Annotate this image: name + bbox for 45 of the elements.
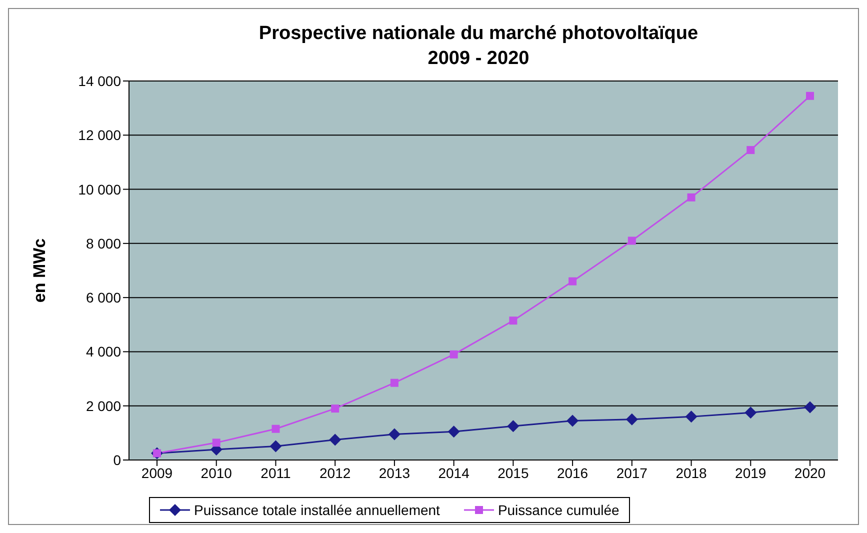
point: [626, 413, 638, 426]
y-tick-label: 12 000: [78, 127, 122, 144]
point: [566, 414, 579, 427]
x-tick-label: 2015: [498, 464, 529, 481]
legend-label: Puissance cumulée: [496, 502, 620, 518]
point: [212, 438, 220, 447]
x-tick-label: 2019: [735, 464, 766, 481]
y-axis-title: en MWc: [30, 238, 50, 303]
y-tick-label: 4 000: [86, 344, 122, 360]
y-tick-label: 2 000: [86, 398, 122, 414]
y-tick-label: 14 000: [78, 72, 122, 89]
point: [746, 146, 755, 154]
point: [329, 434, 342, 446]
legend-label: Puissance totale installée annuellement: [193, 502, 440, 518]
point: [628, 236, 636, 245]
point: [804, 401, 816, 414]
x-tick-label: 2017: [616, 464, 648, 481]
point: [272, 424, 280, 433]
x-tick-label: 2020: [794, 464, 826, 481]
point: [687, 193, 696, 202]
point: [331, 404, 340, 413]
y-tick-label: 0: [113, 452, 122, 468]
point: [806, 92, 814, 100]
y-tick-label: 10 000: [78, 181, 122, 198]
point: [685, 410, 698, 423]
x-tick-label: 2009: [141, 464, 173, 481]
point: [568, 277, 577, 286]
chart-title: Prospective nationale du marché photovoltaïque 2009 - 2020: [258, 22, 700, 71]
y-tick-label: 8 000: [86, 235, 122, 252]
x-tick-label: 2014: [438, 464, 470, 481]
point: [390, 378, 398, 387]
point: [270, 440, 282, 452]
x-tick-label: 2018: [676, 464, 708, 481]
point: [509, 316, 518, 325]
point: [448, 426, 460, 438]
y-tick-label: 6 000: [86, 290, 122, 306]
x-tick-label: 2011: [260, 464, 291, 481]
x-tick-label: 2013: [378, 464, 410, 481]
point: [744, 406, 757, 419]
x-tick-label: 2010: [200, 464, 232, 481]
x-tick-label: 2012: [320, 464, 351, 481]
point: [507, 420, 520, 432]
x-tick-label: 2016: [556, 464, 588, 481]
point: [388, 428, 400, 440]
point: [450, 350, 458, 358]
